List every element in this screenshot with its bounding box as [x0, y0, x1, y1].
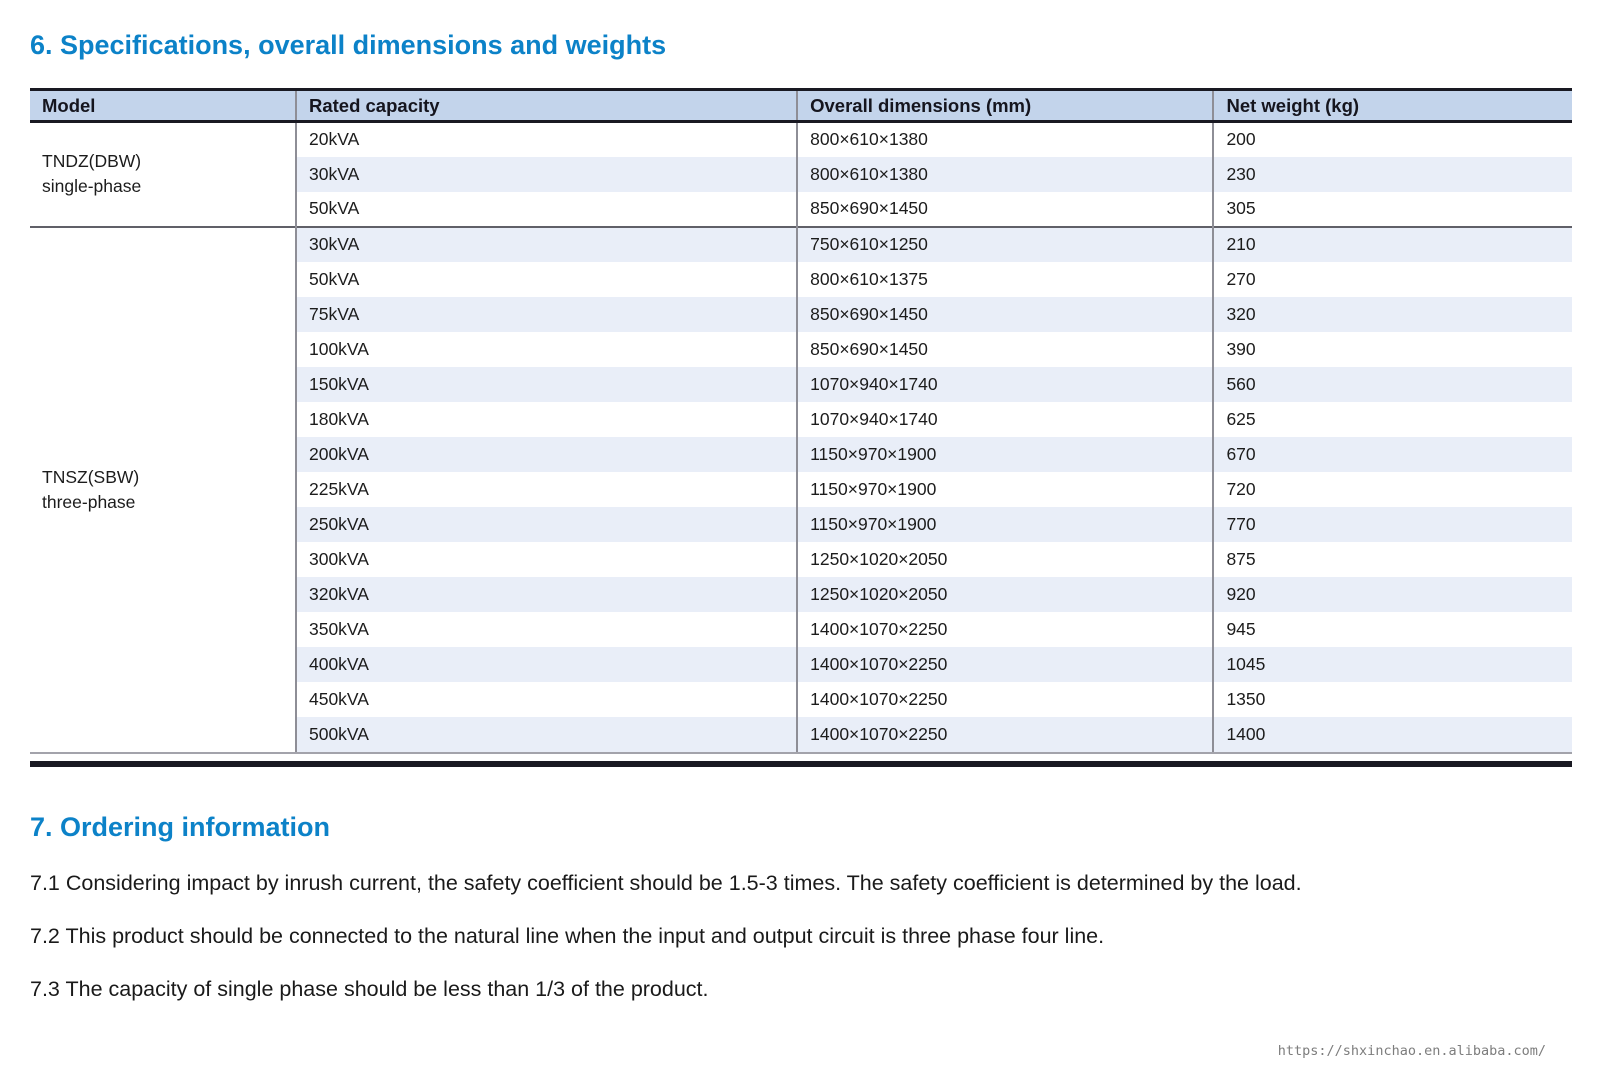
note-7-3: 7.3 The capacity of single phase should … — [30, 976, 709, 1001]
dimensions-cell: 850×690×1450 — [796, 331, 1214, 367]
capacity-cell: 250kVA — [294, 506, 798, 542]
note-7-2: 7.2 This product should be connected to … — [30, 923, 1105, 948]
table-row: TNSZ(SBW) three-phase 30kVA 750×610×1250 210 — [30, 225, 1572, 752]
table-row: 450kVA 1400×1070×2250 1350 — [30, 681, 1572, 717]
table-row: 150kVA 1070×940×1740 560 — [30, 366, 1572, 402]
table-row: 300kVA 1250×1020×2050 875 — [30, 541, 1572, 577]
dimensions-cell: 1150×970×1900 — [796, 471, 1214, 507]
capacity-cell: 50kVA — [294, 261, 798, 297]
dimensions-cell: 800×610×1375 — [796, 261, 1214, 297]
capacity-cell: 320kVA — [294, 576, 798, 612]
capacity-cell: 400kVA — [294, 646, 798, 682]
weight-cell: 560 — [1212, 366, 1572, 402]
header-rated-capacity: Rated capacity — [294, 88, 798, 124]
table-row: 30kVA 800×610×1380 230 — [30, 156, 1572, 192]
table-row: 500kVA 1400×1070×2250 1400 — [30, 716, 1572, 752]
weight-cell: 320 — [1212, 296, 1572, 332]
header-net-weight: Net weight (kg) — [1212, 88, 1572, 124]
weight-cell: 230 — [1212, 156, 1572, 192]
weight-cell: 270 — [1212, 261, 1572, 297]
dimensions-cell: 1400×1070×2250 — [796, 681, 1214, 717]
capacity-cell: 500kVA — [294, 716, 798, 752]
dimensions-cell: 1150×970×1900 — [796, 436, 1214, 472]
footer-url: https://shxinchao.en.alibaba.com/ — [1277, 1043, 1546, 1059]
weight-cell: 390 — [1212, 331, 1572, 367]
weight-cell: 670 — [1212, 436, 1572, 472]
capacity-cell: 30kVA — [294, 225, 798, 262]
dimensions-cell: 1250×1020×2050 — [796, 576, 1214, 612]
capacity-cell: 225kVA — [294, 471, 798, 507]
capacity-cell: 350kVA — [294, 611, 798, 647]
table-row: 320kVA 1250×1020×2050 920 — [30, 576, 1572, 612]
weight-cell: 875 — [1212, 541, 1572, 577]
weight-cell: 720 — [1212, 471, 1572, 507]
dimensions-cell: 800×610×1380 — [796, 156, 1214, 192]
model-cell: TNSZ(SBW) three-phase — [30, 225, 296, 752]
dimensions-cell: 850×690×1450 — [796, 296, 1214, 332]
table-row: 180kVA 1070×940×1740 625 — [30, 401, 1572, 437]
capacity-cell: 50kVA — [294, 191, 798, 227]
table-row: 200kVA 1150×970×1900 670 — [30, 436, 1572, 472]
weight-cell: 770 — [1212, 506, 1572, 542]
table-row: TNDZ(DBW) single-phase 20kVA 800×610×1380 20… — [30, 121, 1572, 227]
capacity-cell: 30kVA — [294, 156, 798, 192]
weight-cell: 945 — [1212, 611, 1572, 647]
table-row: 75kVA 850×690×1450 320 — [30, 296, 1572, 332]
capacity-cell: 75kVA — [294, 296, 798, 332]
weight-cell: 1400 — [1212, 716, 1572, 752]
table-row: 400kVA 1400×1070×2250 1045 — [30, 646, 1572, 682]
model-cell: TNDZ(DBW) single-phase — [30, 121, 296, 227]
ordering-notes: 7.1 Considering impact by inrush current… — [30, 869, 1572, 1004]
table-bottom-double-rule — [30, 760, 1572, 767]
capacity-cell: 200kVA — [294, 436, 798, 472]
section-7-title: 7. Ordering information — [30, 811, 331, 842]
table-row: 350kVA 1400×1070×2250 945 — [30, 611, 1572, 647]
capacity-cell: 20kVA — [294, 121, 798, 157]
capacity-cell: 300kVA — [294, 541, 798, 577]
capacity-cell: 180kVA — [294, 401, 798, 437]
dimensions-cell: 1400×1070×2250 — [796, 611, 1214, 647]
spec-table: Model Rated capacity Overall dimensions … — [30, 88, 1572, 767]
dimensions-cell: 750×610×1250 — [796, 225, 1214, 262]
dimensions-cell: 1400×1070×2250 — [796, 646, 1214, 682]
capacity-cell: 150kVA — [294, 366, 798, 402]
capacity-cell: 100kVA — [294, 331, 798, 367]
weight-cell: 200 — [1212, 121, 1572, 157]
dimensions-cell: 850×690×1450 — [796, 191, 1214, 227]
weight-cell: 920 — [1212, 576, 1572, 612]
weight-cell: 1350 — [1212, 681, 1572, 717]
table-header-row: Model Rated capacity Overall dimensions … — [30, 88, 1572, 124]
weight-cell: 1045 — [1212, 646, 1572, 682]
weight-cell: 305 — [1212, 191, 1572, 227]
section-6-title: 6. Specifications, overall dimensions an… — [30, 30, 667, 60]
weight-cell: 210 — [1212, 225, 1572, 262]
spec-table-grid: Model Rated capacity Overall dimensions … — [30, 88, 1572, 752]
table-row: 250kVA 1150×970×1900 770 — [30, 506, 1572, 542]
weight-cell: 625 — [1212, 401, 1572, 437]
table-row: 100kVA 850×690×1450 390 — [30, 331, 1572, 367]
header-overall-dimensions: Overall dimensions (mm) — [796, 88, 1214, 124]
spec-table-body: TNDZ(DBW) single-phase 20kVA 800×610×1380 20… — [30, 121, 1572, 752]
note-7-1: 7.1 Considering impact by inrush current… — [30, 870, 1302, 895]
dimensions-cell: 1150×970×1900 — [796, 506, 1214, 542]
header-model: Model — [30, 88, 296, 124]
table-row: 225kVA 1150×970×1900 720 — [30, 471, 1572, 507]
table-row: 50kVA 850×690×1450 305 — [30, 191, 1572, 227]
dimensions-cell: 1070×940×1740 — [796, 366, 1214, 402]
capacity-cell: 450kVA — [294, 681, 798, 717]
table-row: 50kVA 800×610×1375 270 — [30, 261, 1572, 297]
dimensions-cell: 1070×940×1740 — [796, 401, 1214, 437]
dimensions-cell: 1400×1070×2250 — [796, 716, 1214, 752]
table-bottom-hairline — [30, 751, 1572, 754]
dimensions-cell: 1250×1020×2050 — [796, 541, 1214, 577]
dimensions-cell: 800×610×1380 — [796, 121, 1214, 157]
